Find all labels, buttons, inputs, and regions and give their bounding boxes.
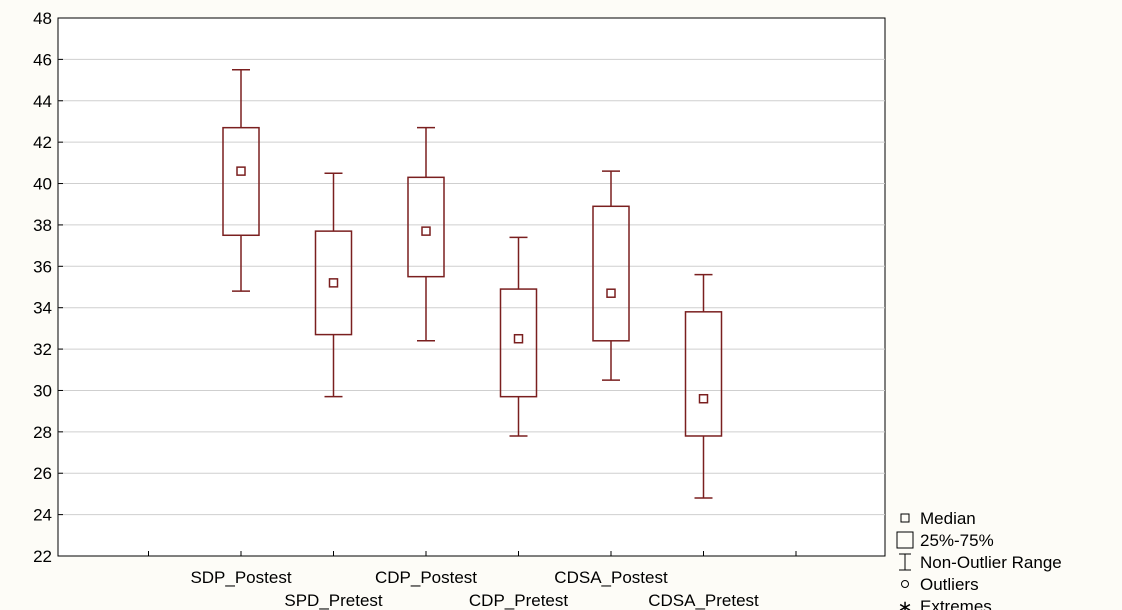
- grid-lines: [58, 58, 885, 516]
- y-tick-label: 28: [33, 423, 52, 442]
- whisker-icon: [899, 553, 911, 571]
- box-CDP_Pretest: [499, 236, 538, 437]
- iqr-box: [407, 176, 445, 278]
- y-tick-label: 40: [33, 175, 52, 194]
- iqr-box: [684, 311, 723, 437]
- legend-item: ∗ Extremes: [897, 597, 991, 610]
- y-tick-label: 44: [33, 92, 52, 111]
- category-label: CDSA_Pretest: [648, 591, 759, 610]
- axes: 22 24 26 28 30 32 34 36 38 40 42 44 46 48: [33, 9, 797, 566]
- y-tick-label: 24: [33, 506, 52, 525]
- iqr-box: [222, 126, 260, 237]
- category-labels: SDP_Postest SPD_Pretest CDP_Postest CDP_Pre…: [190, 568, 759, 610]
- box-rect-icon: [896, 531, 914, 549]
- y-tick-label: 26: [33, 464, 52, 483]
- median-marker: [606, 288, 616, 298]
- median-marker: [698, 393, 709, 404]
- iqr-box: [592, 205, 630, 342]
- legend-label: 25%-75%: [920, 531, 994, 550]
- box-SPD_Pretest: [314, 172, 353, 398]
- legend-label: Non-Outlier Range: [920, 553, 1062, 572]
- boxes: [222, 68, 723, 499]
- iqr-box: [499, 288, 538, 398]
- category-label: CDP_Postest: [375, 568, 477, 587]
- box-CDP_Postest: [407, 126, 445, 342]
- extreme-star-icon: ∗: [897, 597, 912, 610]
- median-marker: [513, 333, 524, 344]
- category-label: CDSA_Postest: [554, 568, 668, 587]
- legend-label: Extremes: [920, 597, 992, 610]
- y-tick-label: 34: [33, 299, 52, 318]
- outlier-circle-icon: [901, 580, 909, 588]
- legend-label: Median: [920, 509, 976, 528]
- iqr-box: [314, 230, 353, 336]
- box-CDSA_Postest: [592, 170, 630, 381]
- y-tick-label: 46: [33, 50, 52, 69]
- category-label: CDP_Pretest: [469, 591, 568, 610]
- box-CDSA_Pretest: [684, 273, 723, 499]
- median-marker: [328, 278, 339, 288]
- y-tick-label: 22: [33, 547, 52, 566]
- legend-label: Outliers: [920, 575, 979, 594]
- plot-area: [57, 17, 886, 557]
- median-marker: [236, 166, 246, 176]
- y-tick-label: 42: [33, 133, 52, 152]
- legend: Median 25%-75% Non-Outlier Range Outliers ∗ E…: [896, 509, 1062, 610]
- legend-item: Median: [900, 509, 976, 528]
- category-label: SDP_Postest: [190, 568, 291, 587]
- y-tick-label: 38: [33, 216, 52, 235]
- y-tick-label: 36: [33, 257, 52, 276]
- box-SDP_Postest: [222, 68, 260, 292]
- y-tick-label: 30: [33, 381, 52, 400]
- legend-item: Non-Outlier Range: [899, 553, 1062, 572]
- legend-item: 25%-75%: [896, 531, 994, 550]
- category-label: SPD_Pretest: [284, 591, 383, 610]
- median-square-icon: [900, 513, 910, 523]
- y-tick-label: 32: [33, 340, 52, 359]
- legend-item: Outliers: [901, 575, 979, 594]
- median-marker: [421, 226, 431, 236]
- y-tick-label: 48: [33, 9, 52, 28]
